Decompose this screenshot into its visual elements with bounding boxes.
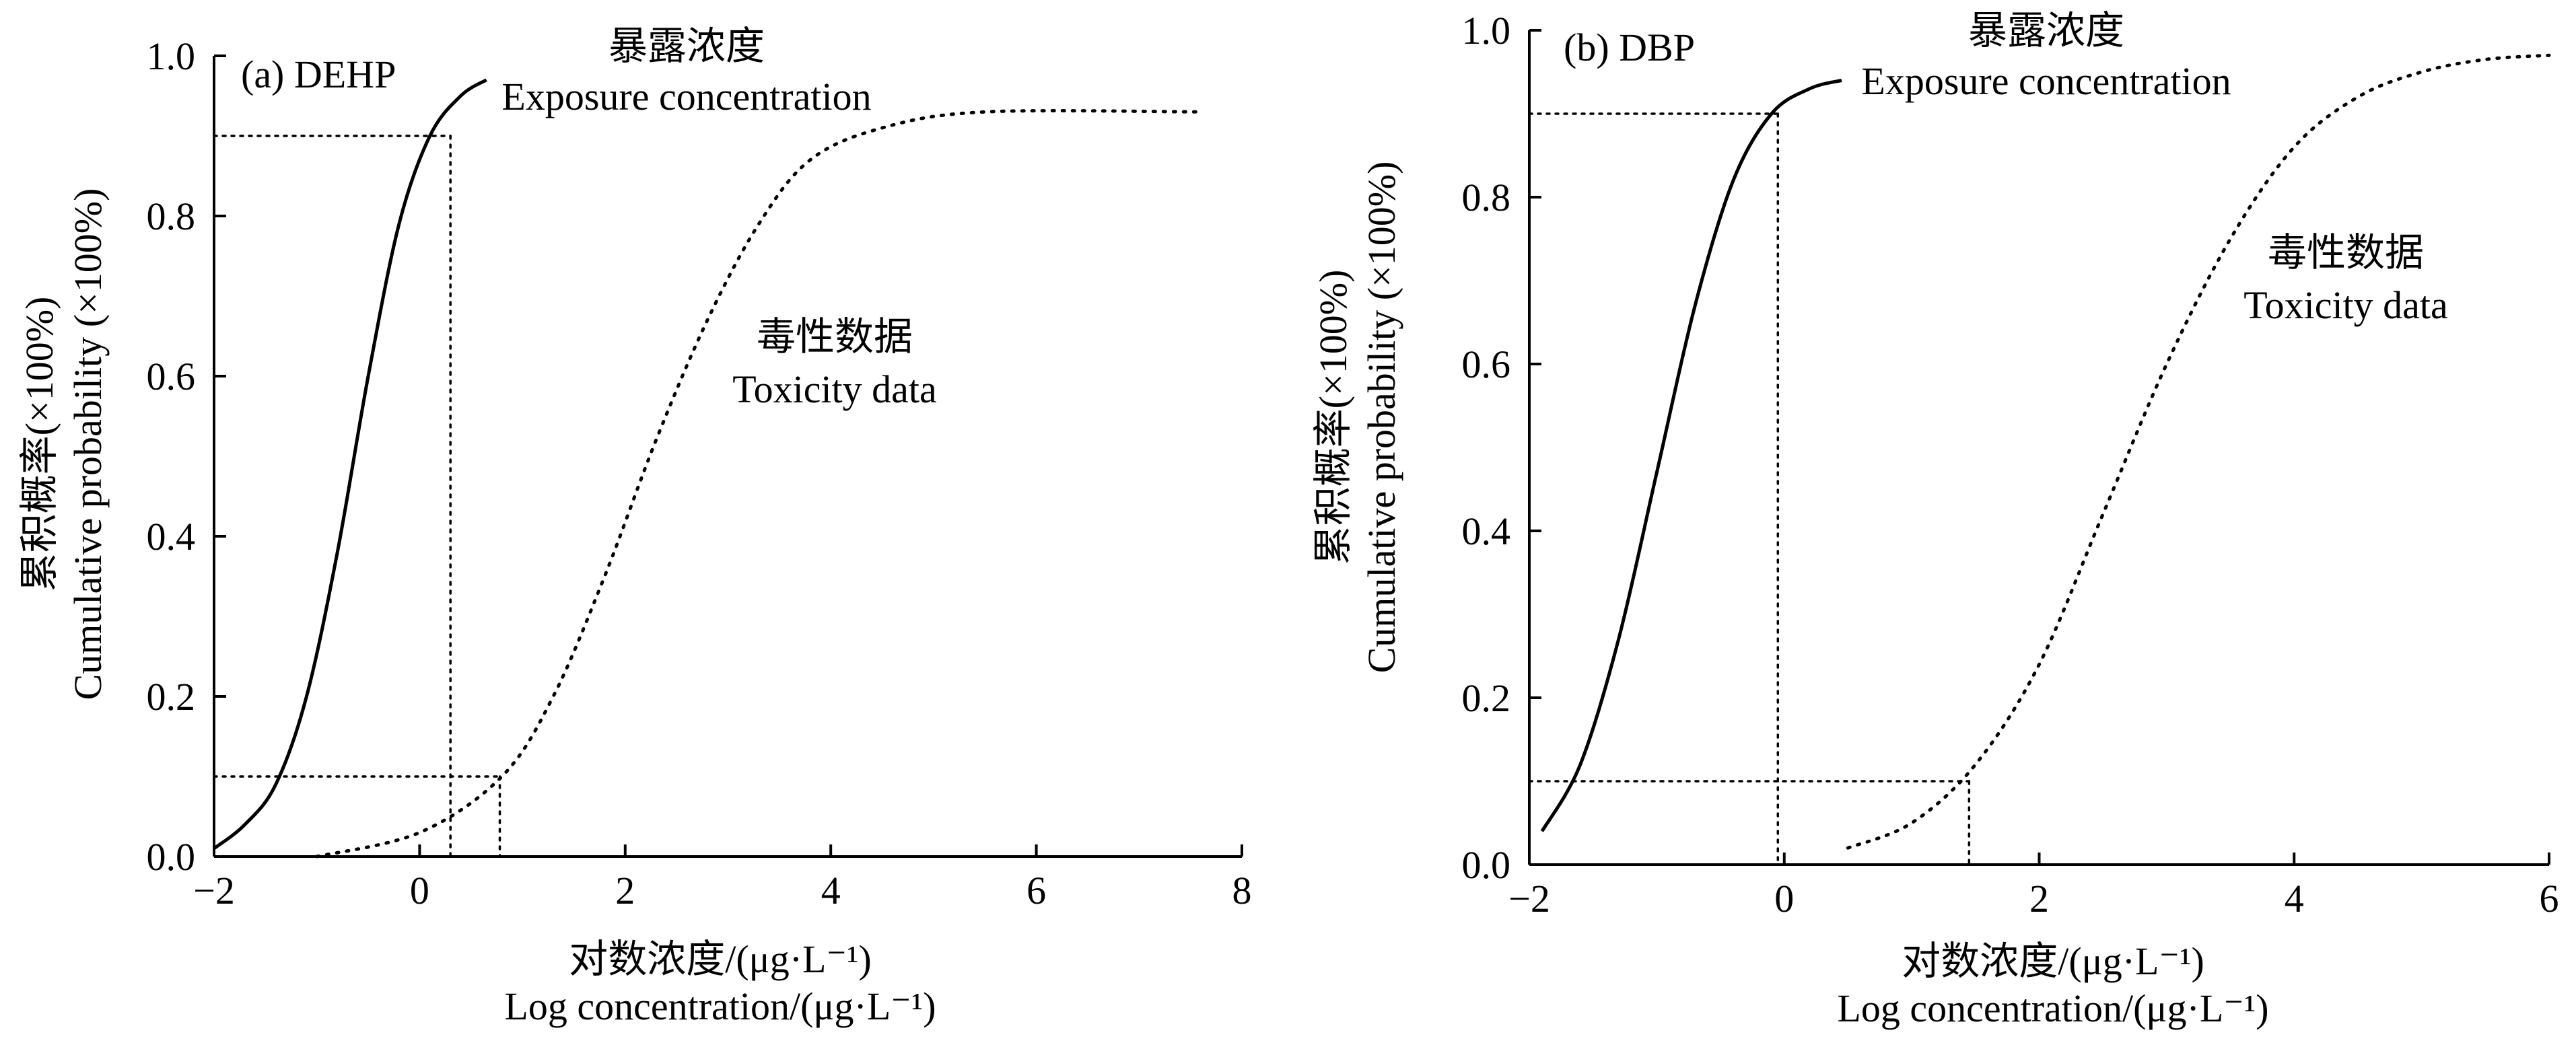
x-tick-label: 2 [2029,877,2049,920]
exposure-curve [213,78,487,851]
x-axis-title-cn: 对数浓度/(μg·L⁻¹) [1902,939,2204,983]
x-tick-label: 6 [2540,877,2559,920]
y-axis-title-cn: 累积概率(×100%) [18,297,61,592]
exposure-label-cn: 暴露浓度 [608,24,765,68]
x-tick-label: 8 [1232,869,1252,912]
y-tick-label: 0.6 [147,355,196,398]
y-tick-label: 0.4 [147,515,196,558]
toxicity-label-cn: 毒性数据 [757,315,913,359]
y-tick-label: 0.2 [147,675,196,719]
y-tick-label: 0.2 [1462,676,1511,720]
toxicity-label-en: Toxicity data [2243,283,2448,327]
y-tick-label: 1.0 [1462,9,1511,52]
x-axis-title-en: Log concentration/(μg·L⁻¹) [504,984,936,1028]
x-tick-label: 2 [615,869,635,912]
series-group [213,78,1203,859]
x-tick-label: 6 [1026,869,1046,912]
y-tick-label: 0.6 [1462,342,1511,386]
toxicity-curve [315,109,1203,859]
exposure-curve [1540,78,1842,832]
exposure-label-cn: 暴露浓度 [1968,9,2124,52]
toxicity-curve [1846,53,2551,850]
y-axis-title-en: Cumulative probability (×100%) [66,188,110,700]
y-axis-ticks: 0.0 0.2 0.4 0.6 0.8 1.0 [147,34,226,879]
x-axis-ticks: −2 0 2 4 6 8 [193,844,1252,912]
y-tick-label: 0.8 [147,194,196,238]
series-group [1540,53,2551,850]
y-tick-label: 1.0 [147,34,196,78]
y-tick-label: 0.0 [1462,843,1511,887]
x-tick-label: −2 [1508,877,1550,920]
panel-label: (b) DBP [1564,26,1695,69]
reference-lines [213,135,501,858]
x-tick-label: 4 [2285,877,2304,920]
y-axis-title-cn: 累积概率(×100%) [1311,270,1355,565]
panel-label: (a) DEHP [241,52,396,96]
y-axis-title-en: Cumulative probability (×100%) [1360,161,1403,674]
x-axis-title-en: Log concentration/(μg·L⁻¹) [1837,986,2268,1030]
x-tick-label: 0 [1774,877,1794,920]
reference-lines [1528,112,1971,866]
y-tick-label: 0.4 [1462,509,1511,553]
x-tick-label: −2 [193,869,235,912]
panel-a: −2 0 2 4 6 8 0.0 0.2 0.4 0.6 0.8 1.0 (a) DEHP 暴露浓度… [18,24,1252,1028]
panel-b: −2 0 2 4 6 0.0 0.2 0.4 0.6 0.8 1.0 (b) DBP 暴露浓度 E… [1311,9,2559,1030]
exposure-label-en: Exposure concentration [501,75,871,118]
y-tick-label: 0.0 [147,835,196,879]
x-axis-ticks: −2 0 2 4 6 [1508,853,2559,920]
toxicity-label-cn: 毒性数据 [2268,231,2424,275]
y-axis-ticks: 0.0 0.2 0.4 0.6 0.8 1.0 [1462,9,1541,887]
toxicity-label-en: Toxicity data [732,367,937,411]
x-tick-label: 0 [410,869,429,912]
y-tick-label: 0.8 [1462,176,1511,219]
exposure-label-en: Exposure concentration [1861,59,2231,103]
x-tick-label: 4 [821,869,841,912]
x-axis-title-cn: 对数浓度/(μg·L⁻¹) [569,937,872,981]
